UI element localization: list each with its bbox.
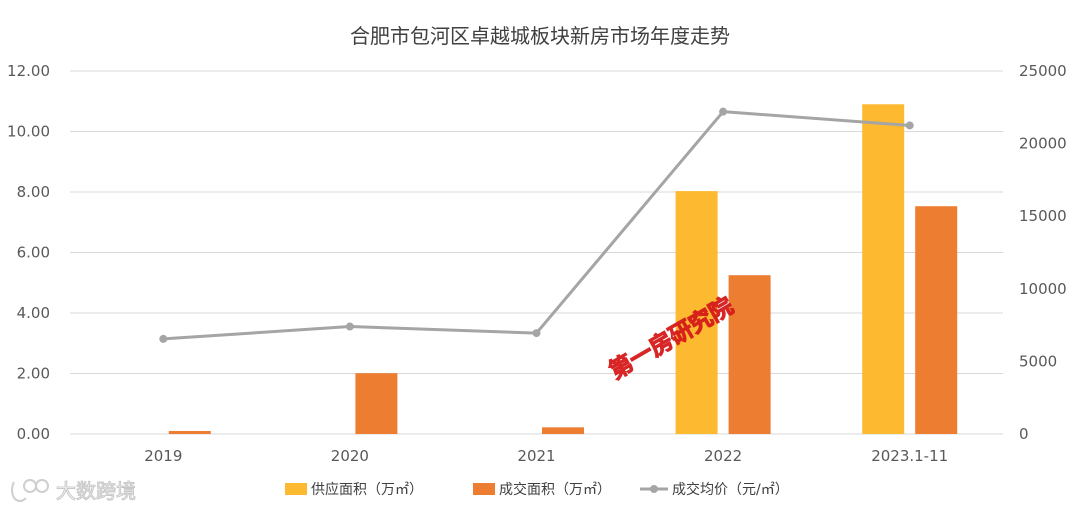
x-axis: 2019 2020 2021 2022 2023.1-11 <box>144 447 948 465</box>
chart-title: 合肥市包河区卓越城板块新房市场年度走势 <box>350 24 730 48</box>
logo: 大数跨境 <box>11 479 137 504</box>
left-tick-label: 12.00 <box>7 62 50 80</box>
left-tick-label: 6.00 <box>17 244 50 262</box>
legend-swatch-1 <box>473 483 495 495</box>
price-point-0 <box>159 334 168 343</box>
right-tick-label: 15000 <box>1019 207 1067 225</box>
x-tick-label: 2019 <box>144 447 182 465</box>
right-tick-label: 10000 <box>1019 280 1067 298</box>
price-point-1 <box>345 322 354 331</box>
logo-text: 大数跨境 <box>56 479 136 503</box>
bars <box>168 104 958 435</box>
x-tick-label: 2020 <box>331 447 369 465</box>
legend-marker-2 <box>650 485 658 493</box>
price-line-path <box>163 110 910 341</box>
left-tick-label: 0.00 <box>17 425 50 443</box>
bar-deal-0 <box>168 430 211 434</box>
x-tick-label: 2022 <box>704 447 742 465</box>
price-line <box>159 107 914 343</box>
logo-icon <box>11 479 49 502</box>
left-tick-label: 8.00 <box>17 183 50 201</box>
left-tick-label: 4.00 <box>17 304 50 322</box>
x-tick-label: 2023.1-11 <box>871 447 948 465</box>
left-axis: 0.00 2.00 4.00 6.00 8.00 10.00 12.00 <box>7 62 50 443</box>
grid <box>70 70 1003 435</box>
x-tick-label: 2021 <box>517 447 555 465</box>
right-axis: 0 5000 10000 15000 20000 25000 <box>1019 62 1067 443</box>
bar-supply-3 <box>675 191 718 434</box>
bar-deal-4 <box>915 206 958 434</box>
right-tick-label: 20000 <box>1019 135 1067 153</box>
right-tick-label: 5000 <box>1019 352 1057 370</box>
legend-label-2: 成交均价（元/㎡） <box>672 481 789 498</box>
price-point-3 <box>719 107 728 116</box>
bar-supply-4 <box>862 104 905 435</box>
bar-deal-1 <box>355 373 398 434</box>
watermark: 第一房研究院 <box>605 292 738 384</box>
price-point-2 <box>532 329 541 338</box>
bar-deal-3 <box>728 275 771 434</box>
left-tick-label: 10.00 <box>7 123 50 141</box>
legend-label-1: 成交面积（万㎡） <box>499 481 611 498</box>
bar-deal-2 <box>542 427 584 434</box>
legend-label-0: 供应面积（万㎡） <box>311 481 423 498</box>
price-point-4 <box>905 121 914 130</box>
right-tick-label: 25000 <box>1019 62 1067 80</box>
legend-swatch-0 <box>285 483 307 495</box>
right-tick-label: 0 <box>1019 425 1029 443</box>
left-tick-label: 2.00 <box>17 365 50 383</box>
legend: 供应面积（万㎡） 成交面积（万㎡） 成交均价（元/㎡） <box>285 481 789 498</box>
